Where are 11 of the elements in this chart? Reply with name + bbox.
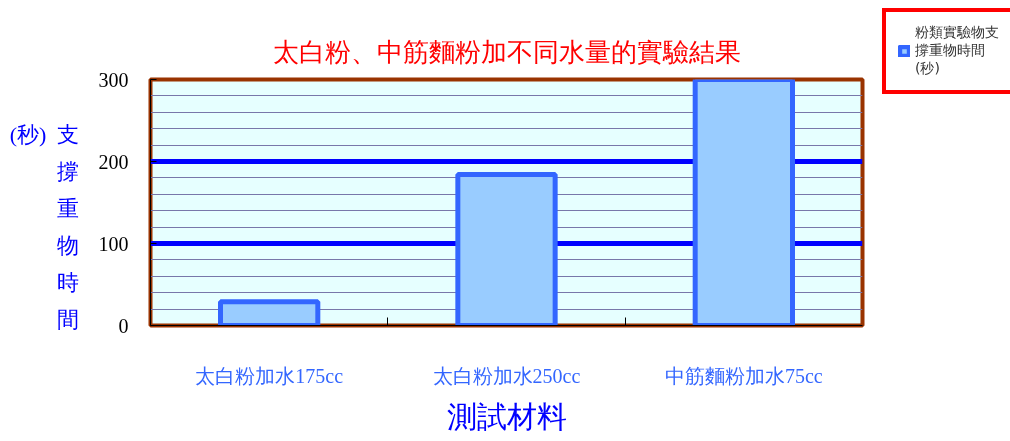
y-axis-title: 支撐重物時間(秒) xyxy=(8,121,80,334)
y-tick-label: 100 xyxy=(98,232,129,255)
legend-label: 粉類實驗物支撐重物時間(秒) xyxy=(915,24,999,78)
y-tick-label: 0 xyxy=(118,314,129,337)
x-tick-label: 太白粉加水175cc xyxy=(195,364,344,387)
x-tick-label: 太白粉加水250cc xyxy=(432,364,581,387)
y-tick-label: 300 xyxy=(98,68,129,91)
x-axis-title: 測試材料 xyxy=(446,399,567,433)
chart-title: 太白粉、中筋麵粉加不同水量的實驗結果 xyxy=(272,37,741,67)
y-tick-label: 200 xyxy=(98,150,129,173)
x-tick-label: 中筋麵粉加水75cc xyxy=(664,364,823,387)
